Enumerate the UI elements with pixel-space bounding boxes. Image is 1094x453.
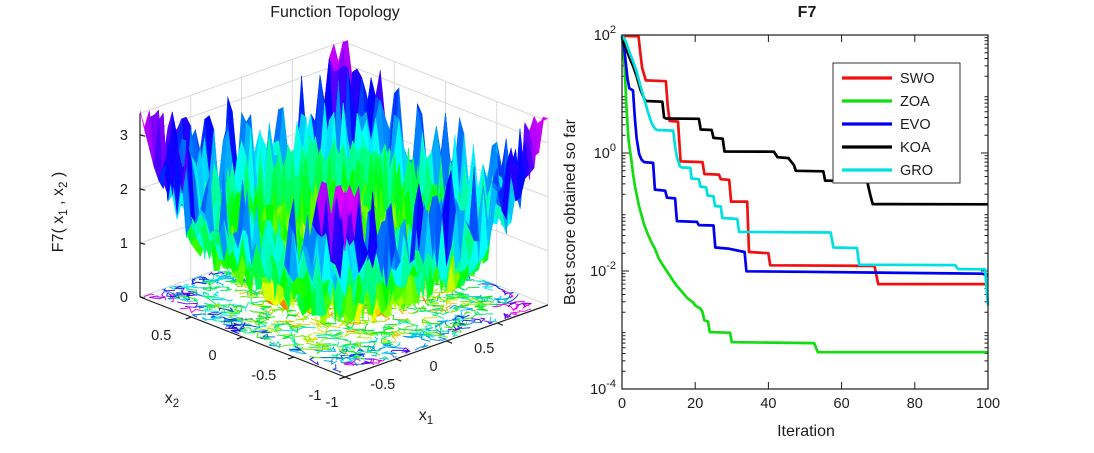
x-tick-label: 40 [760, 396, 776, 412]
legend-item-koa: KOA [842, 140, 931, 156]
legend-label: SWO [900, 71, 935, 87]
x-tick-label: 0 [618, 396, 626, 412]
x-tick-label: 80 [907, 396, 923, 412]
y-tick-label: 100 [594, 142, 616, 162]
legend-item-zoa: ZOA [842, 94, 930, 110]
series-line-gro [620, 34, 990, 306]
legend-label: KOA [900, 140, 931, 156]
legend-item-evo: EVO [842, 117, 931, 133]
right-chart-title: F7 [797, 4, 817, 21]
tick-label: 3 [120, 128, 128, 144]
left-chart-title: Function Topology [270, 4, 400, 21]
legend-item-gro: GRO [842, 163, 933, 179]
y-tick-label: 10-2 [590, 260, 616, 280]
series-line-evo [620, 34, 989, 278]
tick-label: -0.5 [370, 377, 395, 393]
series-line-zoa [620, 36, 988, 354]
legend-label: GRO [900, 163, 933, 179]
left-y-axis-label: x2 [164, 389, 180, 411]
tick-label: 1 [120, 236, 128, 252]
legend: SWO ZOA EVO KOA GRO [832, 62, 961, 184]
right-x-axis-label: Iteration [777, 423, 835, 440]
x-tick-label: 100 [976, 396, 1000, 412]
tick-label: -1 [309, 388, 322, 404]
tick-label: 2 [120, 182, 128, 198]
tick-labels-3d: -1 -0.5 0 0.5 0.5 0 -0.5 -1 0 1 2 3 [120, 128, 494, 411]
legend-label: ZOA [900, 94, 930, 110]
tick-label: 0 [120, 290, 128, 306]
left-x-axis-label: x1 [418, 406, 434, 428]
tick-label: 0 [429, 359, 437, 375]
tick-label: -0.5 [251, 368, 276, 384]
x-tick-label: 20 [687, 396, 703, 412]
y-tick-label: 102 [594, 24, 616, 44]
right-y-axis-label: Best score obtained so far [562, 119, 579, 305]
surface-3d [139, 40, 549, 324]
axes-3d [139, 113, 549, 380]
tick-label: -1 [326, 395, 339, 411]
tick-label: 0 [208, 348, 216, 364]
convergence-plot-svg: 0 20 40 60 80 100 102 100 10-2 10-4 SWO ZOA EVO KOA GR… [590, 24, 1000, 412]
right-axes: 0 20 40 60 80 100 102 100 10-2 10-4 [590, 24, 1000, 412]
tick-label: 0.5 [474, 341, 494, 357]
series-line-swo [621, 34, 988, 286]
y-tick-label: 10-4 [590, 378, 616, 398]
left-z-axis-label: F7( x1 , x2 ) [49, 171, 71, 253]
tick-label: 0.5 [151, 328, 171, 344]
plot-box [621, 34, 989, 390]
legend-label: EVO [900, 117, 931, 133]
x-tick-label: 60 [834, 396, 850, 412]
legend-item-swo: SWO [842, 71, 935, 87]
surface-plot-svg: -1 -0.5 0 0.5 0.5 0 -0.5 -1 0 1 2 3 [120, 40, 549, 411]
